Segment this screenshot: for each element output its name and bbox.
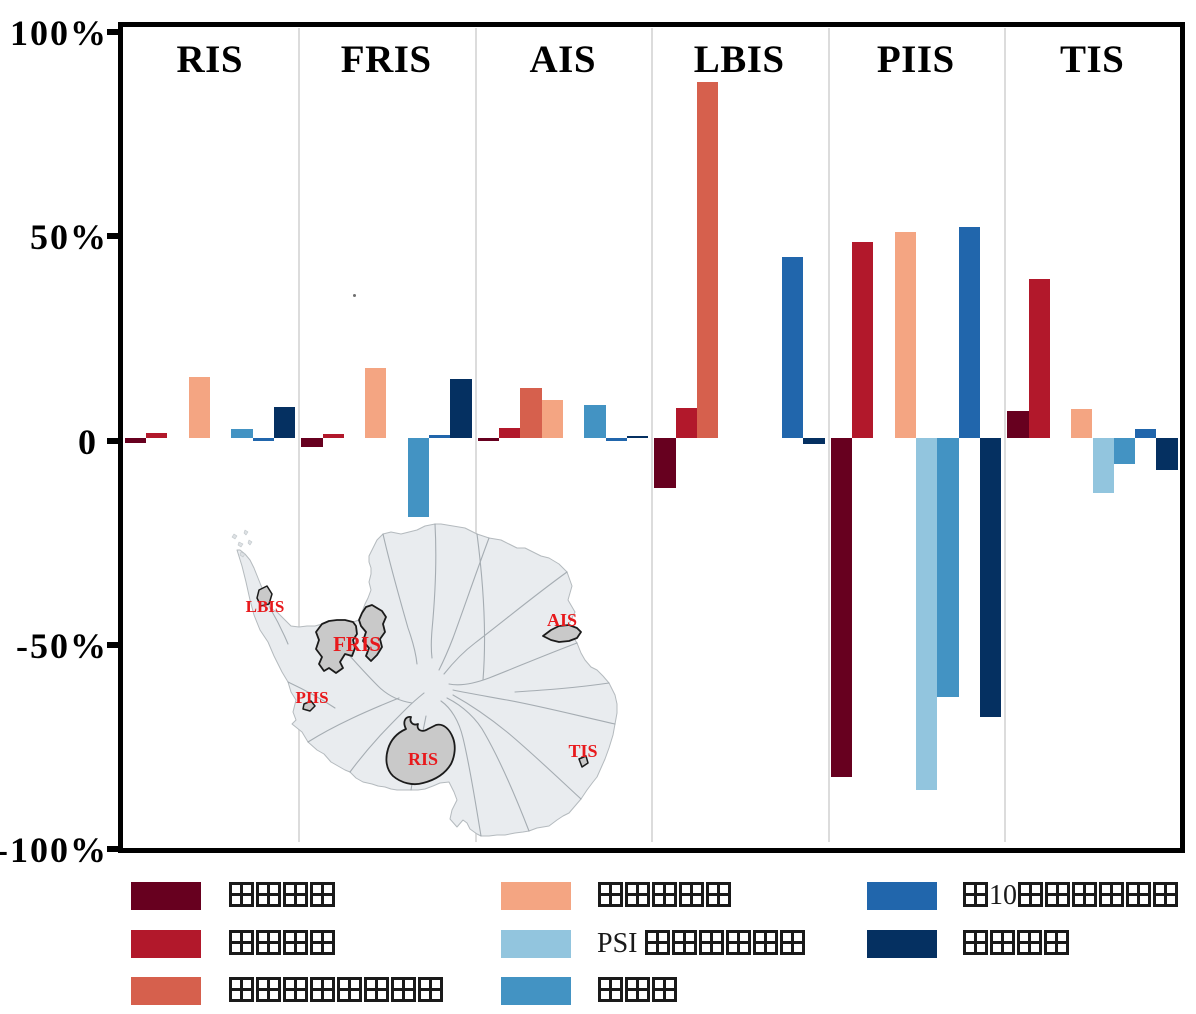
svg-text:FRIS: FRIS: [333, 632, 381, 656]
svg-text:PIIS: PIIS: [295, 688, 328, 707]
svg-text:AIS: AIS: [547, 610, 577, 630]
svg-text:LBIS: LBIS: [246, 597, 285, 616]
svg-text:TIS: TIS: [568, 741, 597, 761]
svg-text:RIS: RIS: [408, 749, 438, 769]
